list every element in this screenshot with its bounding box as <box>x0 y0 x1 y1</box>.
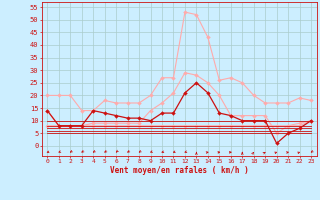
X-axis label: Vent moyen/en rafales ( km/h ): Vent moyen/en rafales ( km/h ) <box>110 166 249 175</box>
